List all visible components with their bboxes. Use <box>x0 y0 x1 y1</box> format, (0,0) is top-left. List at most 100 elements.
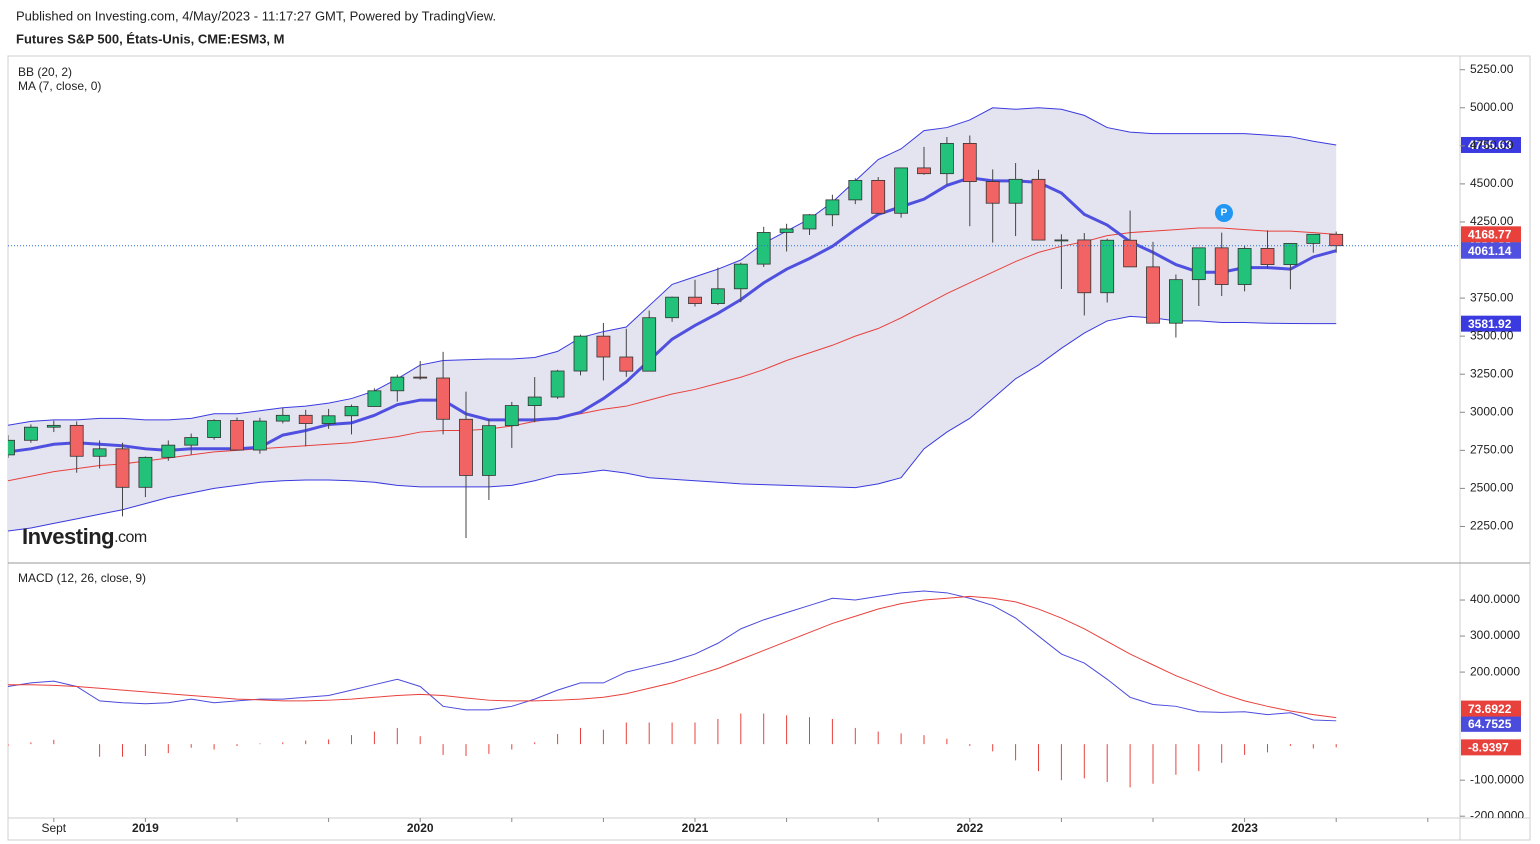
candle-body <box>23 426 38 441</box>
logo-suffix: .com <box>114 529 147 546</box>
candle-body <box>481 425 496 476</box>
candle-body <box>756 232 771 265</box>
candle-body <box>619 356 634 372</box>
tag-histogram: -8.9397 <box>1468 741 1509 755</box>
candle-body <box>184 437 199 446</box>
candle-body <box>985 181 1000 204</box>
candle-body <box>848 179 863 201</box>
candle-body <box>1191 247 1206 281</box>
candle-body <box>46 424 61 428</box>
instrument-title: Futures S&P 500, États-Unis, CME:ESM3, M <box>16 31 285 46</box>
candle-body <box>733 263 748 290</box>
line-macd <box>8 590 1337 722</box>
x-tick-label: Sept <box>41 821 66 835</box>
candle-body <box>688 296 702 304</box>
macd-title: MACD (12, 26, close, 9) <box>18 571 146 585</box>
candle-body <box>275 414 290 422</box>
published-line: Published on Investing.com, 4/May/2023 -… <box>16 8 496 23</box>
x-tick-label: 2020 <box>407 821 434 835</box>
candle-body <box>1260 248 1275 265</box>
line-ma <box>8 176 1337 454</box>
candle-body <box>779 228 794 233</box>
candle-body <box>1077 239 1092 294</box>
candle-body <box>665 296 679 319</box>
tag-upper-bg <box>1461 136 1521 153</box>
candle-body <box>642 317 657 372</box>
y-tick-label: 2750.00 <box>1470 443 1514 457</box>
candle-body <box>871 179 886 214</box>
logo-name: Investing <box>22 524 114 549</box>
candle-body <box>321 415 336 424</box>
y-tick-label: 2500.00 <box>1470 481 1514 495</box>
candle-body <box>1329 233 1344 247</box>
event-marker-label: P <box>1221 208 1228 219</box>
x-tick-label: 2022 <box>956 821 983 835</box>
candle-body <box>367 390 382 407</box>
x-tick-label: 2023 <box>1231 821 1258 835</box>
candle-body <box>711 288 725 304</box>
y-tick-label: 3250.00 <box>1470 366 1514 380</box>
candle-body <box>8 439 15 456</box>
candle-body <box>436 377 451 420</box>
candle-body <box>207 420 222 438</box>
y-tick-label: 300.0000 <box>1470 628 1520 642</box>
tag-upper: 4755.63 <box>1468 138 1512 152</box>
candle-body <box>138 456 153 488</box>
y-tick-label: 5000.00 <box>1470 100 1514 114</box>
candle-body <box>504 405 519 427</box>
legend-bb: BB (20, 2) <box>18 65 72 79</box>
y-tick-label: 4250.00 <box>1470 214 1514 228</box>
candle-body <box>573 335 588 372</box>
candle-body <box>596 335 611 358</box>
tag-lower-bg <box>1461 315 1521 332</box>
candle-body <box>1100 239 1115 294</box>
tag-middle: 4168.77 <box>1468 227 1512 241</box>
line-signal <box>8 595 1337 719</box>
candle-body <box>894 167 908 214</box>
x-tick-label: 2021 <box>682 821 709 835</box>
candle-body <box>390 376 405 392</box>
tag-macd: 64.7525 <box>1468 717 1512 731</box>
x-tick-label: 2019 <box>132 821 159 835</box>
y-tick-label: 200.0000 <box>1470 664 1520 678</box>
logo: Investing.com <box>22 524 147 549</box>
candle-body <box>550 370 565 398</box>
y-tick-label: 2250.00 <box>1470 519 1514 533</box>
line-lower <box>8 315 1337 532</box>
candle-body <box>940 142 954 175</box>
tag-histogram-bg <box>1461 739 1521 756</box>
candle-body <box>1054 239 1069 242</box>
candle-body <box>1146 266 1160 324</box>
tag-macd-bg <box>1461 715 1521 732</box>
candle-body <box>1008 178 1023 204</box>
y-tick-label: -200.0000 <box>1470 808 1524 822</box>
y-tick-label: 5250.00 <box>1470 62 1514 76</box>
candle-body <box>1123 239 1137 268</box>
candle-body <box>1283 243 1298 265</box>
tag-signal-bg <box>1461 700 1521 717</box>
y-tick-label: 400.0000 <box>1470 592 1520 606</box>
candle-body <box>1214 247 1229 285</box>
candle-body <box>252 420 267 451</box>
tag-ma: 4061.14 <box>1468 244 1512 258</box>
axes: 4094.004755.634168.773581.924061.142250.… <box>41 62 1524 835</box>
y-tick-label: 4500.00 <box>1470 176 1514 190</box>
candle-body <box>1169 279 1183 324</box>
tag-lower: 3581.92 <box>1468 317 1512 331</box>
line-upper <box>8 107 1337 426</box>
candle-body <box>413 376 428 379</box>
tag-signal: 73.6922 <box>1468 702 1512 716</box>
candle-body <box>1031 178 1046 241</box>
tag-ma-bg <box>1461 242 1521 259</box>
y-tick-label: 4750.00 <box>1470 138 1514 152</box>
price-panel <box>8 107 1460 539</box>
candle-body <box>459 418 473 476</box>
candle-body <box>1306 233 1321 244</box>
event-marker[interactable] <box>1215 204 1233 222</box>
candle-body <box>962 142 977 183</box>
macd-panel <box>8 590 1337 788</box>
y-tick-label: 3750.00 <box>1470 290 1514 304</box>
candle-body <box>802 214 817 230</box>
